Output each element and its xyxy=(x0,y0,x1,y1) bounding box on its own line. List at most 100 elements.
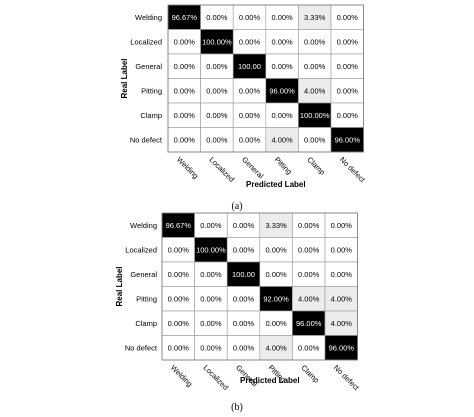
cell-value-label: 0.00% xyxy=(168,343,190,352)
matrix-cell xyxy=(324,286,358,312)
cell-value-label: 0.00% xyxy=(206,111,228,120)
matrix-cell xyxy=(194,335,228,361)
matrix-cell xyxy=(265,102,299,128)
column-label: Pitting xyxy=(273,155,294,176)
confusion-matrix-a: 96.67% 0.00% 0.00% 0.00% 3.33% 0.00% 0.00% 100.… xyxy=(120,4,368,212)
column-label: Clamp xyxy=(305,155,327,177)
matrix-cell xyxy=(194,237,228,263)
matrix-cell xyxy=(265,78,299,104)
matrix-cell xyxy=(324,237,358,263)
cell-value-label: 0.00% xyxy=(206,62,228,71)
cell-value-label: 0.00% xyxy=(233,343,255,352)
cell-value-label: 4.00% xyxy=(304,86,326,95)
cell-value-label: 96.00% xyxy=(329,343,355,352)
cell-value-label: 3.33% xyxy=(265,221,287,230)
row-label: Pitting xyxy=(136,294,157,303)
matrix-cell xyxy=(161,335,195,361)
cell-value-label: 0.00% xyxy=(298,245,320,254)
matrix-cell xyxy=(200,29,234,55)
matrix-cell xyxy=(194,261,228,287)
column-label: Clamp xyxy=(299,363,321,385)
cell-value-label: 0.00% xyxy=(206,86,228,95)
cell-value-label: 4.00% xyxy=(298,294,320,303)
cell-value-label: 0.00% xyxy=(337,111,359,120)
cell-value-label: 0.00% xyxy=(298,221,320,230)
cell-value-label: 4.00% xyxy=(331,319,353,328)
cell-value-label: 92.00% xyxy=(263,294,289,303)
cell-value-label: 96.00% xyxy=(335,135,361,144)
matrix-cell xyxy=(330,53,364,79)
cell-value-label: 0.00% xyxy=(174,62,196,71)
cell-value-label: 0.00% xyxy=(200,343,222,352)
cell-value-label: 0.00% xyxy=(337,62,359,71)
matrix-cell xyxy=(330,4,364,30)
cell-value-label: 0.00% xyxy=(337,37,359,46)
x-axis-title: Predicted Label xyxy=(246,180,306,189)
cell-value-label: 0.00% xyxy=(304,37,326,46)
matrix-cell xyxy=(324,310,358,336)
cell-value-label: 0.00% xyxy=(265,319,287,328)
matrix-border xyxy=(167,4,365,153)
cell-value-label: 0.00% xyxy=(168,294,190,303)
cell-value-label: 96.00% xyxy=(269,86,295,95)
cell-value-label: 0.00% xyxy=(239,37,261,46)
matrix-cell xyxy=(292,261,326,287)
matrix-cell xyxy=(161,286,195,312)
cell-value-label: 0.00% xyxy=(271,13,293,22)
matrix-cell xyxy=(330,29,364,55)
row-label: No defect xyxy=(130,135,163,144)
cell-value-label: 0.00% xyxy=(174,86,196,95)
cell-value-label: 4.00% xyxy=(271,135,293,144)
matrix-cell xyxy=(200,53,234,79)
cell-value-label: 96.00% xyxy=(296,319,322,328)
matrix-cell xyxy=(324,212,358,238)
column-label: Welding xyxy=(175,155,200,180)
cell-value-label: 0.00% xyxy=(337,86,359,95)
cell-value-label: 0.00% xyxy=(239,135,261,144)
cell-value-label: 4.00% xyxy=(331,294,353,303)
cell-value-label: 0.00% xyxy=(206,135,228,144)
cell-value-label: 100.00% xyxy=(202,37,232,46)
cell-value-label: 0.00% xyxy=(298,343,320,352)
cell-value-label: 0.00% xyxy=(206,13,228,22)
cell-value-label: 3.33% xyxy=(304,13,326,22)
matrix-cell xyxy=(330,127,364,153)
cell-value-label: 0.00% xyxy=(200,270,222,279)
matrix-cell xyxy=(167,127,201,153)
matrix-cell xyxy=(292,310,326,336)
row-label: No defect xyxy=(125,343,158,352)
cell-value-label: 0.00% xyxy=(233,294,255,303)
cell-value-label: 0.00% xyxy=(233,319,255,328)
matrix-cell xyxy=(298,53,332,79)
cell-value-label: 0.00% xyxy=(174,111,196,120)
matrix-cell xyxy=(265,53,299,79)
cell-value-label: 0.00% xyxy=(331,221,353,230)
cell-value-label: 0.00% xyxy=(265,270,287,279)
cell-value-label: 0.00% xyxy=(233,221,255,230)
confusion-matrix-b: 96.67% 0.00% 0.00% 3.33% 0.00% 0.00% 0.00% 100.… xyxy=(115,212,362,413)
matrix-cell xyxy=(194,286,228,312)
row-label: Clamp xyxy=(140,111,162,120)
matrix-cell xyxy=(226,261,261,287)
cell-value-label: 0.00% xyxy=(174,37,196,46)
matrix-cell xyxy=(259,237,293,263)
x-axis-title: Predicted Label xyxy=(240,376,300,385)
matrix-border xyxy=(161,212,359,361)
cell-value-label: 96.67% xyxy=(166,221,192,230)
cell-value-label: 0.00% xyxy=(168,245,190,254)
matrix-cell xyxy=(265,29,299,55)
matrix-cell xyxy=(167,4,201,30)
row-label: Localized xyxy=(130,37,162,46)
cell-value-label: 0.00% xyxy=(271,111,293,120)
row-label: Welding xyxy=(130,221,157,230)
cell-value-label: 0.00% xyxy=(174,135,196,144)
cell-value-label: 0.00% xyxy=(271,62,293,71)
cell-value-label: 0.00% xyxy=(304,62,326,71)
matrix-cell xyxy=(226,286,261,312)
column-label: No defect xyxy=(332,363,362,393)
cell-value-label: 4.00% xyxy=(265,343,287,352)
cell-value-label: 0.00% xyxy=(233,245,255,254)
panel-caption: (a) xyxy=(231,201,242,212)
matrix-cell xyxy=(232,78,267,104)
matrix-cell xyxy=(259,286,293,312)
